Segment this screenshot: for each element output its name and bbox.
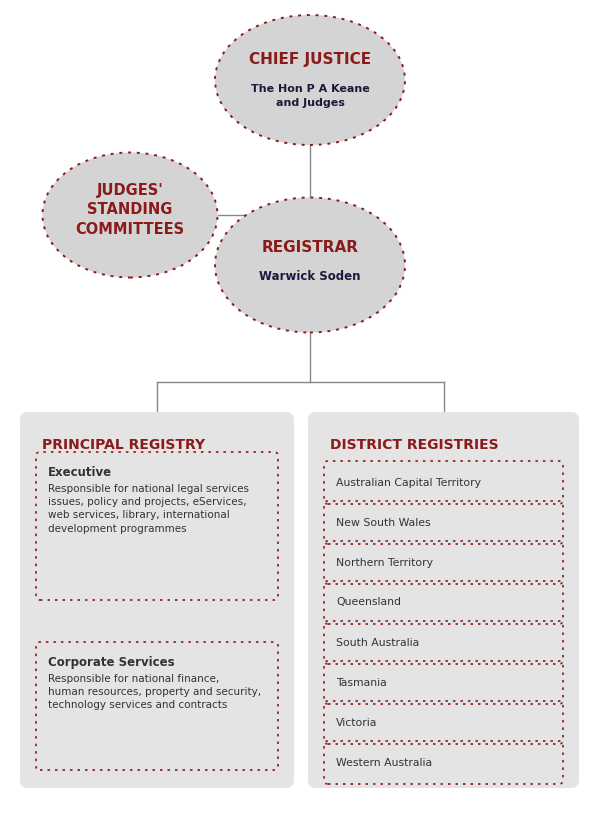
Text: South Australia: South Australia (336, 637, 419, 647)
Text: Australian Capital Territory: Australian Capital Territory (336, 477, 481, 487)
FancyBboxPatch shape (324, 581, 563, 624)
Ellipse shape (215, 15, 405, 145)
Text: Responsible for national finance,
human resources, property and security,
techno: Responsible for national finance, human … (48, 674, 261, 710)
Text: Victoria: Victoria (336, 717, 377, 728)
FancyBboxPatch shape (324, 461, 563, 504)
Text: Queensland: Queensland (336, 598, 401, 608)
Text: JUDGES'
STANDING
COMMITTEES: JUDGES' STANDING COMMITTEES (76, 183, 185, 237)
FancyBboxPatch shape (324, 501, 563, 544)
Text: Corporate Services: Corporate Services (48, 656, 175, 669)
FancyBboxPatch shape (324, 621, 563, 664)
Text: Tasmania: Tasmania (336, 677, 387, 687)
FancyBboxPatch shape (324, 701, 563, 744)
Text: Western Australia: Western Australia (336, 758, 432, 768)
Ellipse shape (215, 198, 405, 333)
Text: Northern Territory: Northern Territory (336, 558, 433, 568)
FancyBboxPatch shape (20, 412, 294, 788)
Text: CHIEF JUSTICE: CHIEF JUSTICE (249, 52, 371, 67)
FancyBboxPatch shape (324, 661, 563, 704)
Text: REGISTRAR: REGISTRAR (262, 240, 359, 255)
FancyBboxPatch shape (36, 642, 278, 770)
FancyBboxPatch shape (324, 541, 563, 584)
Text: DISTRICT REGISTRIES: DISTRICT REGISTRIES (330, 438, 499, 452)
Text: Responsible for national legal services
issues, policy and projects, eServices,
: Responsible for national legal services … (48, 484, 249, 534)
Text: The Hon P A Keane
and Judges: The Hon P A Keane and Judges (251, 84, 370, 108)
FancyBboxPatch shape (36, 452, 278, 600)
FancyBboxPatch shape (324, 741, 563, 784)
Text: Executive: Executive (48, 466, 112, 479)
FancyBboxPatch shape (308, 412, 579, 788)
Text: Warwick Soden: Warwick Soden (259, 271, 361, 284)
Ellipse shape (43, 153, 218, 277)
Text: New South Wales: New South Wales (336, 517, 431, 528)
Text: PRINCIPAL REGISTRY: PRINCIPAL REGISTRY (42, 438, 205, 452)
